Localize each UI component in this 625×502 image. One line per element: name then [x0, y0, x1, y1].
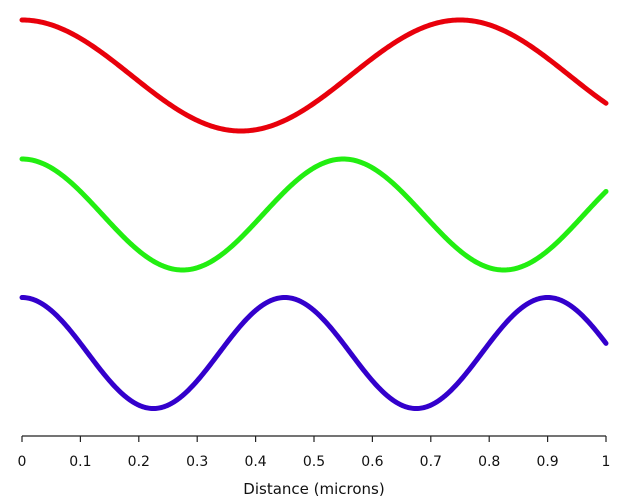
x-axis-ticks: 0 0.1 0.2 0.3 0.4 0.5 0.6 0.7 0.8 0.9 1: [18, 436, 611, 470]
wave-series-3: [19, 295, 609, 411]
x-tick-label: 0.1: [69, 454, 91, 470]
x-tick-label: 0.5: [303, 454, 325, 470]
x-tick-label: 0.7: [420, 454, 442, 470]
x-tick-label: 0.3: [186, 454, 208, 470]
x-tick-label: 1: [602, 454, 611, 470]
x-tick-label: 0.4: [244, 454, 266, 470]
x-tick-label: 0.8: [478, 454, 500, 470]
x-tick-label: 0.2: [128, 454, 150, 470]
x-tick-label: 0: [18, 454, 27, 470]
x-tick-label: 0.6: [361, 454, 383, 470]
x-tick-label: 0.9: [536, 454, 558, 470]
series-group: [19, 17, 609, 411]
x-axis-title: Distance (microns): [243, 480, 384, 498]
wave-series-2: [19, 156, 609, 273]
wave-series-1: [19, 17, 609, 134]
